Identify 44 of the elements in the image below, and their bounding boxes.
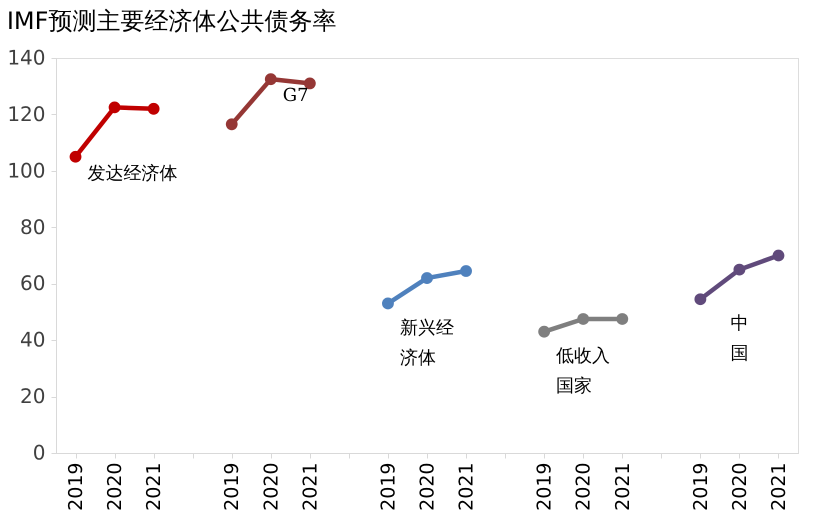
series-label: 低收入国家 — [556, 346, 610, 397]
y-tick-label: 0 — [32, 440, 46, 464]
x-tick-label: 2019 — [377, 462, 400, 511]
y-tick-label: 140 — [7, 46, 46, 70]
series-label: 新兴经济体 — [400, 317, 454, 368]
point — [264, 73, 277, 86]
y-tick-label: 40 — [20, 328, 46, 352]
x-tick-label: 2019 — [690, 462, 712, 511]
series-label: 发达经济体 — [88, 162, 178, 184]
y-tick-label: 60 — [20, 271, 46, 296]
x-tick-label: 2021 — [768, 462, 790, 511]
x-tick-label: 2019 — [534, 462, 556, 511]
x-tick-label: 2021 — [612, 462, 634, 511]
series-label: G7 — [282, 85, 309, 106]
x-tick-label: 2020 — [728, 462, 751, 511]
x-tick-label: 2019 — [221, 462, 244, 511]
point — [577, 313, 590, 325]
x-tick-label: 2020 — [416, 462, 438, 511]
point — [108, 101, 120, 114]
point — [694, 293, 706, 306]
point — [616, 313, 628, 325]
x-tick-label: 2020 — [260, 462, 282, 511]
x-tick-label: 2019 — [65, 462, 88, 511]
point — [226, 118, 238, 130]
point — [421, 272, 433, 284]
y-tick-label: 120 — [7, 102, 46, 126]
point — [734, 264, 746, 276]
y-tick-label: 20 — [20, 384, 46, 408]
x-tick-label: 2021 — [299, 462, 322, 511]
point — [304, 77, 316, 90]
point — [538, 326, 550, 338]
series-label: 中国 — [730, 313, 748, 364]
x-tick-label: 2021 — [456, 462, 478, 511]
point — [382, 298, 394, 310]
point — [148, 102, 160, 115]
point — [772, 250, 784, 262]
x-tick-label: 2020 — [572, 462, 595, 511]
x-tick-label: 2021 — [143, 462, 166, 511]
point — [70, 150, 82, 163]
y-tick-label: 80 — [20, 214, 46, 239]
point — [460, 265, 472, 277]
y-tick-label: 100 — [7, 158, 46, 182]
chart-title: IMF预测主要经济体公共债务率 — [6, 7, 336, 35]
x-tick-label: 2020 — [104, 462, 126, 511]
